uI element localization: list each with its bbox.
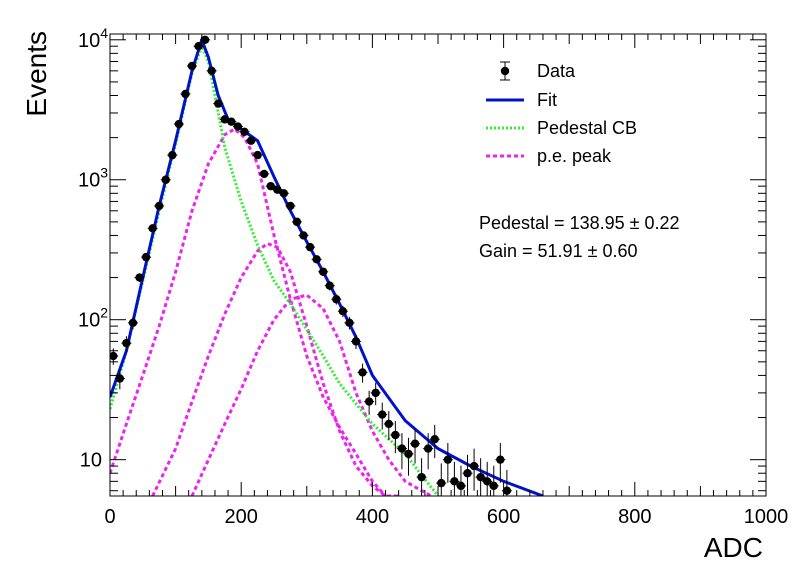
data-point	[475, 458, 486, 496]
fit-curves	[110, 35, 544, 496]
data-point	[226, 117, 237, 126]
data-point	[232, 122, 243, 131]
data-point	[455, 465, 466, 496]
x-tick-label: 400	[356, 506, 389, 528]
data-point	[239, 127, 250, 137]
data-point	[469, 448, 480, 491]
y-tick-label: 103	[78, 165, 108, 192]
data-point	[488, 465, 499, 496]
data-point	[298, 231, 309, 240]
data-point	[462, 454, 473, 496]
data-point	[278, 189, 289, 198]
legend-entry-data: Data	[500, 61, 576, 81]
data-point	[324, 281, 335, 291]
data-point	[180, 89, 191, 99]
legend-entry-fit: Fit	[486, 90, 557, 110]
data-point	[410, 428, 421, 464]
x-tick-label: 200	[225, 506, 258, 528]
legend-pedestal-label: Pedestal CB	[537, 118, 637, 138]
data-point	[173, 119, 184, 129]
y-axis-label: Events	[21, 31, 52, 117]
data-point	[495, 442, 506, 483]
data-point	[305, 242, 316, 252]
legend-data-marker	[500, 61, 510, 81]
data-point	[331, 294, 342, 305]
gain-annotation: Gain = 51.91 ± 0.60	[479, 241, 638, 261]
data-point	[390, 421, 401, 454]
x-tick-label: 800	[618, 506, 651, 528]
pedestal-annotation: Pedestal = 138.95 ± 0.22	[479, 213, 680, 233]
data-point	[318, 267, 329, 277]
data-point	[423, 433, 434, 470]
plot-border	[109, 33, 767, 497]
data-point	[337, 305, 348, 318]
data-point	[114, 369, 125, 390]
legend-pe-peak-label: p.e. peak	[537, 146, 612, 166]
data-point	[311, 255, 322, 264]
y-tick-label: 102	[78, 305, 108, 332]
data-point	[121, 336, 132, 352]
legend-data-label: Data	[537, 61, 576, 81]
data-point	[187, 61, 197, 71]
data-point	[259, 169, 270, 179]
data-point	[482, 461, 493, 496]
data-point	[357, 363, 368, 383]
legend-fit-label: Fit	[537, 90, 557, 110]
legend: Data Fit Pedestal CB p.e. peak	[486, 61, 637, 166]
axis-ticks: 0 200 400 600 800 1000 10 102 103 104	[78, 25, 788, 528]
data-point	[265, 181, 276, 191]
data-point	[291, 217, 302, 227]
data-point	[167, 150, 178, 160]
data-point	[383, 411, 394, 441]
curve-p-e-peak-1	[110, 127, 387, 496]
data-point	[206, 66, 217, 76]
data-point	[436, 463, 447, 496]
data-point	[429, 424, 440, 459]
curve-fit	[110, 35, 544, 496]
y-tick-label: 10	[80, 450, 102, 472]
data-point	[351, 334, 361, 350]
data-point	[416, 458, 427, 496]
data-point	[449, 461, 460, 496]
data-point	[213, 99, 224, 108]
data-point	[272, 185, 283, 194]
data-point	[160, 175, 171, 184]
curve-p-e-peak-3	[190, 293, 433, 496]
data-points	[110, 35, 512, 496]
data-point	[147, 224, 158, 233]
data-point	[403, 437, 414, 476]
curve-p-e-peak-2	[151, 241, 399, 496]
data-point	[154, 201, 165, 211]
curve-pedestal-cb	[110, 42, 440, 496]
data-point	[344, 316, 355, 330]
plot-frame	[109, 33, 767, 497]
x-tick-label: 0	[104, 506, 115, 528]
legend-entry-pedestal: Pedestal CB	[486, 118, 637, 138]
data-point	[127, 316, 138, 330]
y-tick-label: 104	[78, 25, 108, 52]
legend-entry-pe-peak: p.e. peak	[486, 146, 612, 166]
data-point	[141, 252, 152, 262]
data-point	[364, 390, 375, 415]
data-point	[285, 201, 296, 211]
data-point	[396, 433, 407, 470]
x-tick-label: 1000	[744, 506, 789, 528]
x-tick-label: 600	[487, 506, 520, 528]
data-point	[246, 136, 257, 145]
x-axis-label: ADC	[704, 532, 763, 563]
data-point	[193, 41, 204, 51]
data-point	[252, 150, 263, 160]
data-point	[370, 382, 381, 406]
data-point	[134, 273, 145, 283]
data-point	[442, 442, 453, 483]
data-point	[377, 402, 388, 430]
